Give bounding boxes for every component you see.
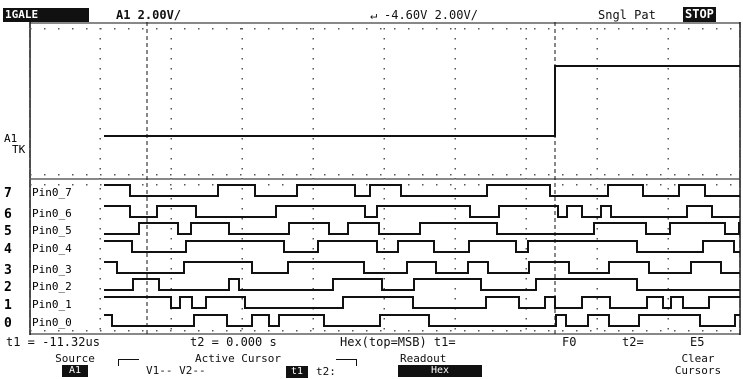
digital-channel-index-7: 7: [4, 186, 12, 201]
digital-channel-name-0: Pin0_0: [32, 316, 72, 329]
readout-value: Hex: [398, 365, 482, 377]
t2-value: E5: [690, 335, 705, 349]
softkey-clear-cursors[interactable]: Clear Cursors: [656, 353, 740, 376]
digital-trace-0: [104, 314, 740, 327]
source-label: Source: [55, 352, 95, 365]
digital-channel-index-1: 1: [4, 298, 12, 313]
t2-readout: t2 = 0.000 s: [190, 335, 277, 349]
acquisition-mode: Sngl Pat: [598, 8, 656, 22]
digital-channel-name-3: Pin0_3: [32, 263, 72, 276]
bracket-right: [336, 359, 357, 366]
scale-tag: 1GALE: [3, 8, 89, 22]
source-value: A1: [62, 365, 88, 377]
waveform-display: A1 TK 7 Pin0_7 6 Pin0_6 5 Pin0_5 4 Pin0_4 3 Pin0_…: [4, 22, 741, 335]
trigger-label: TK: [12, 143, 26, 156]
trigger-info: -4.60V 2.00V/: [384, 8, 478, 22]
format-readout: Hex(top=MSB) t1=: [340, 335, 456, 349]
digital-channel-index-3: 3: [4, 263, 12, 278]
status-bar: 1GALE A1 2.00V/ ↵ -4.60V 2.00V/ Sngl Pat…: [0, 0, 743, 24]
digital-channel-name-6: Pin0_6: [32, 207, 72, 220]
clear-label: Clear: [681, 352, 715, 365]
bracket-left: [118, 359, 139, 366]
cursors-label: Cursors: [674, 364, 722, 377]
active-cursor-options: V1-- V2--: [146, 364, 206, 377]
digital-channel-index-2: 2: [4, 280, 12, 295]
digital-channel-index-4: 4: [4, 242, 12, 257]
digital-channel-name-7: Pin0_7: [32, 186, 72, 199]
t2-label: t2=: [622, 335, 644, 349]
digital-trace-4: [104, 240, 740, 253]
trigger-edge-icon: ↵: [370, 8, 378, 22]
t1-readout: t1 = -11.32us: [6, 335, 100, 349]
digital-channel-name-4: Pin0_4: [32, 242, 72, 255]
digital-channel-index-0: 0: [4, 316, 12, 331]
softkey-source[interactable]: Source A1: [40, 353, 110, 377]
t1-key[interactable]: t1: [286, 366, 308, 378]
analog-channel-label: A1: [4, 132, 17, 145]
digital-channel-index-5: 5: [4, 224, 12, 239]
digital-channel-index-6: 6: [4, 207, 12, 222]
digital-trace-6: [104, 205, 740, 218]
t1-value: F0: [562, 335, 577, 349]
digital-trace-7: [104, 184, 740, 197]
readout-label: Readout: [400, 352, 447, 365]
digital-trace-2: [104, 278, 740, 291]
active-cursor-label: Active Cursor: [194, 352, 282, 365]
digital-channel-name-5: Pin0_5: [32, 224, 72, 237]
graticule-dots: [29, 28, 741, 332]
digital-channel-name-2: Pin0_2: [32, 280, 72, 293]
analog-trace: [104, 65, 740, 137]
digital-trace-1: [104, 296, 740, 309]
run-state-badge[interactable]: STOP: [683, 7, 716, 22]
digital-traces: 7 Pin0_7 6 Pin0_6 5 Pin0_5 4 Pin0_4 3 Pin0_3 2 Pin0…: [4, 184, 740, 331]
channel-scale: A1 2.00V/: [116, 8, 182, 22]
softkey-readout[interactable]: Readout Hex: [398, 353, 488, 377]
digital-trace-3: [104, 261, 740, 274]
digital-channel-name-1: Pin0_1: [32, 298, 72, 311]
digital-trace-5: [104, 222, 740, 235]
t2-key[interactable]: t2:: [316, 365, 336, 378]
cursor-readout: t1 = -11.32us t2 = 0.000 s Hex(top=MSB) …: [0, 336, 743, 352]
